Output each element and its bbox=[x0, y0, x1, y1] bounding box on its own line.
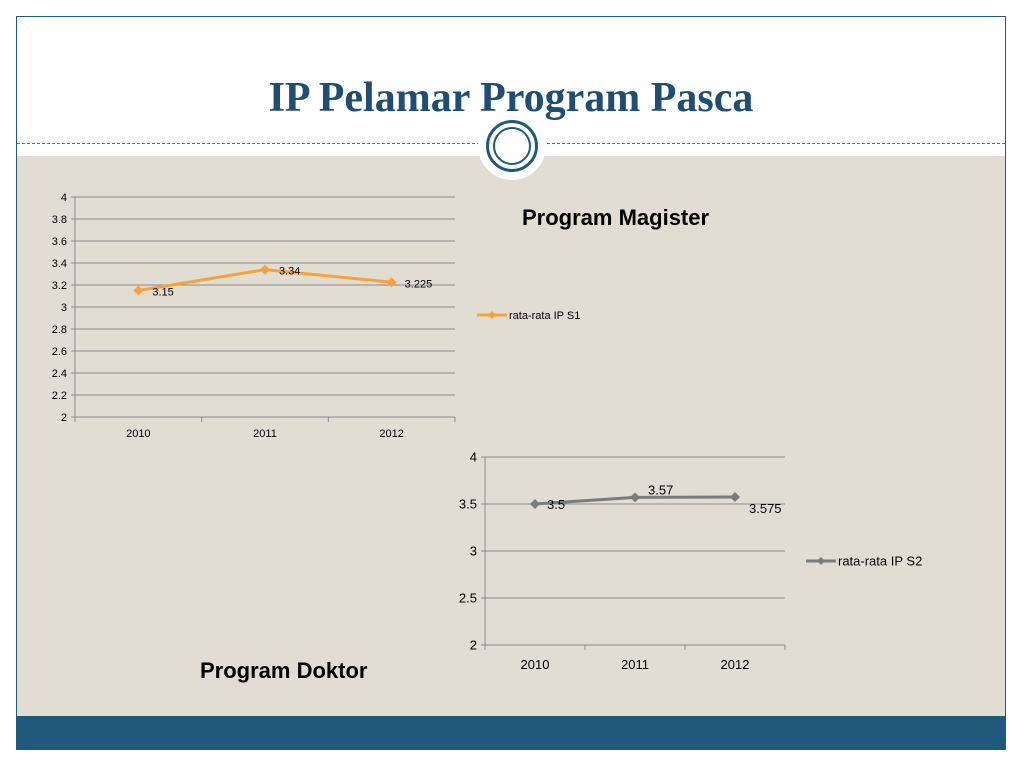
s2-data-point bbox=[530, 499, 540, 509]
s2-ytick-label: 3.5 bbox=[459, 497, 477, 512]
s2-ytick-label: 2 bbox=[470, 638, 477, 653]
s2-data-point bbox=[730, 492, 740, 502]
s2-data-label: 3.5 bbox=[547, 497, 565, 512]
s2-legend-label: rata-rata IP S2 bbox=[838, 554, 922, 569]
s2-data-label: 3.575 bbox=[749, 501, 782, 516]
s2-ytick-label: 2.5 bbox=[459, 591, 477, 606]
s2-xtick-label: 2010 bbox=[521, 657, 550, 672]
s2-legend-marker bbox=[817, 557, 825, 565]
s2-xtick-label: 2012 bbox=[721, 657, 750, 672]
s2-data-point bbox=[630, 492, 640, 502]
s2-ytick-label: 4 bbox=[470, 450, 477, 465]
s2-data-label: 3.57 bbox=[648, 482, 673, 497]
s2-ytick-label: 3 bbox=[470, 544, 477, 559]
s2-xtick-label: 2011 bbox=[621, 657, 649, 672]
